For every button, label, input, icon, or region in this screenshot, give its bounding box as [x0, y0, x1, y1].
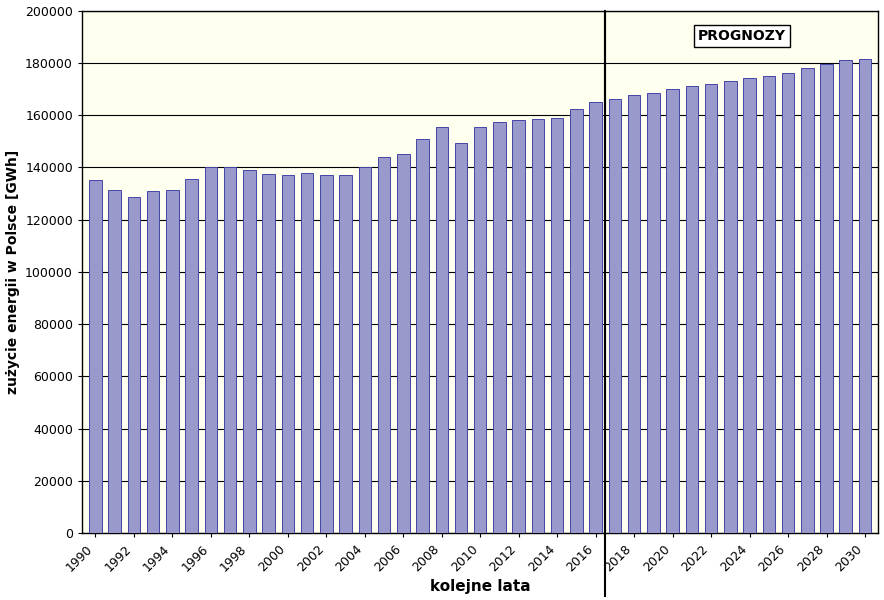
Bar: [820, 64, 833, 533]
Bar: [186, 179, 198, 533]
Bar: [858, 59, 872, 533]
Bar: [647, 93, 659, 533]
Bar: [166, 190, 179, 533]
Bar: [224, 167, 236, 533]
Bar: [840, 60, 852, 533]
Bar: [436, 127, 448, 533]
Bar: [109, 190, 121, 533]
Bar: [416, 139, 429, 533]
Bar: [513, 120, 525, 533]
Bar: [705, 84, 717, 533]
Bar: [743, 79, 756, 533]
Bar: [243, 170, 255, 533]
Bar: [781, 73, 795, 533]
Bar: [724, 81, 736, 533]
Bar: [551, 118, 563, 533]
Bar: [454, 143, 468, 533]
Bar: [320, 175, 332, 533]
Bar: [493, 122, 506, 533]
Bar: [359, 167, 371, 533]
Bar: [609, 100, 621, 533]
Text: PROGNOZY: PROGNOZY: [697, 29, 786, 43]
Bar: [89, 181, 102, 533]
Bar: [590, 102, 602, 533]
Bar: [763, 76, 775, 533]
Bar: [531, 119, 545, 533]
Bar: [397, 154, 409, 533]
Bar: [205, 167, 217, 533]
Bar: [570, 109, 583, 533]
Bar: [339, 175, 352, 533]
Bar: [127, 197, 141, 533]
Y-axis label: zużycie energii w Polsce [GWh]: zużycie energii w Polsce [GWh]: [5, 150, 19, 394]
Bar: [301, 173, 313, 533]
Bar: [801, 68, 813, 533]
Bar: [474, 127, 486, 533]
Bar: [686, 86, 698, 533]
X-axis label: kolejne lata: kolejne lata: [430, 580, 530, 595]
Bar: [147, 191, 159, 533]
Bar: [282, 175, 294, 533]
Bar: [667, 89, 679, 533]
Bar: [263, 174, 275, 533]
Bar: [628, 95, 640, 533]
Bar: [377, 157, 391, 533]
